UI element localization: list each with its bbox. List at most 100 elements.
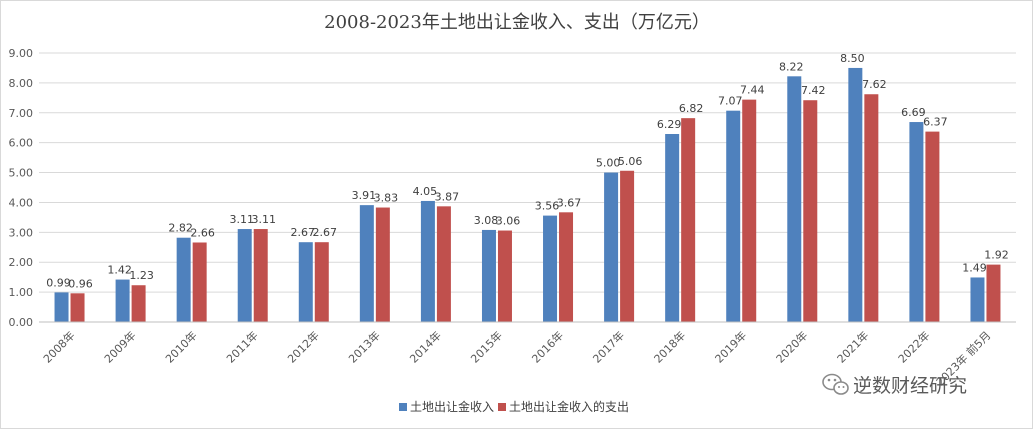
y-tick-label: 9.00	[9, 47, 34, 60]
data-label: 7.44	[740, 84, 765, 97]
y-tick-label: 3.00	[9, 226, 34, 239]
bar-expense	[436, 206, 451, 322]
bar-expense	[131, 285, 146, 322]
x-tick-label: 2019年	[712, 328, 749, 365]
y-axis: 0.00 1.00 2.00 3.00 4.00 5.00 6.00 7.00 8.00 9.00	[9, 47, 34, 329]
bars	[54, 67, 1001, 323]
y-tick-label: 8.00	[9, 77, 34, 90]
bar-income	[665, 133, 680, 322]
bar-income	[54, 292, 69, 322]
data-label: 1.92	[984, 249, 1009, 262]
x-tick-label: 2009年	[101, 328, 138, 365]
bar-expense	[314, 242, 329, 322]
wechat-icon	[822, 373, 849, 395]
bar-income	[909, 122, 924, 322]
data-label: 6.69	[901, 106, 926, 119]
x-tick-label: 2018年	[651, 328, 688, 365]
legend-label: 土地出让金收入	[410, 399, 494, 414]
data-label: 1.42	[107, 264, 132, 277]
data-label: 1.49	[962, 261, 987, 274]
data-label: 4.05	[413, 185, 438, 198]
bar-expense	[864, 94, 879, 322]
x-tick-label: 2016年	[529, 328, 566, 365]
data-label: 7.07	[718, 95, 743, 108]
bar-expense	[986, 264, 1001, 322]
y-tick-label: 5.00	[9, 167, 34, 180]
bar-expense	[192, 242, 207, 322]
x-tick-label: 2012年	[284, 328, 321, 365]
data-label: 7.42	[801, 84, 826, 97]
data-label: 3.11	[229, 213, 254, 226]
bar-income	[420, 200, 435, 322]
bar-income	[848, 67, 863, 322]
data-label: 8.50	[840, 52, 865, 65]
bar-expense	[742, 99, 757, 322]
watermark: 逆数财经研究	[822, 373, 967, 397]
bar-expense	[253, 229, 268, 322]
bar-expense	[375, 207, 390, 322]
data-label: 8.22	[779, 60, 804, 73]
data-label: 2.66	[190, 226, 215, 239]
x-tick-label: 2008年	[40, 328, 77, 365]
bar-income	[726, 110, 741, 323]
data-labels: 0.990.96 1.421.23 2.822.66 3.113.11 2.672.67…	[46, 52, 1008, 290]
x-tick-label: 2010年	[162, 328, 199, 365]
data-label: 3.83	[374, 192, 399, 205]
bar-income	[604, 172, 619, 322]
y-tick-label: 7.00	[9, 107, 34, 120]
legend-swatch	[498, 403, 506, 411]
data-label: 3.67	[557, 196, 582, 209]
data-label: 3.91	[352, 189, 377, 202]
x-tick-label: 2021年	[834, 328, 871, 365]
y-tick-label: 6.00	[9, 137, 34, 150]
bar-expense	[497, 230, 512, 322]
data-label: 3.08	[474, 214, 499, 227]
x-tick-label: 2022年	[895, 328, 932, 365]
bar-expense	[803, 100, 818, 322]
x-tick-label: 2015年	[468, 328, 505, 365]
legend-label: 土地出让金收入的支出	[509, 399, 629, 414]
x-tick-label: 2017年	[590, 328, 627, 365]
data-label: 5.06	[618, 155, 643, 168]
data-label: 5.00	[596, 157, 621, 170]
data-label: 3.56	[535, 200, 560, 213]
bar-income	[176, 237, 191, 322]
bar-income	[481, 229, 496, 322]
y-tick-label: 1.00	[9, 286, 34, 299]
data-label: 2.67	[313, 226, 338, 239]
x-tick-label: 2011年	[223, 328, 260, 365]
bar-expense	[70, 293, 85, 322]
watermark-text: 逆数财经研究	[853, 375, 967, 397]
data-label: 0.99	[46, 276, 71, 289]
bar-income	[970, 277, 985, 322]
data-label: 3.06	[496, 215, 521, 228]
data-label: 2.67	[291, 226, 316, 239]
x-tick-label: 2014年	[407, 328, 444, 365]
data-label: 6.82	[679, 102, 704, 115]
data-label: 1.23	[129, 269, 154, 282]
data-label: 6.29	[657, 118, 682, 131]
bar-income	[543, 215, 558, 322]
bar-income	[359, 205, 374, 322]
bar-income	[115, 279, 130, 322]
bar-expense	[925, 131, 940, 322]
bar-expense	[681, 118, 696, 322]
x-tick-label: 2013年	[345, 328, 382, 365]
y-tick-label: 2.00	[9, 256, 34, 269]
chart-title: 2008-2023年土地出让金收入、支出（万亿元）	[324, 12, 710, 33]
bar-expense	[620, 170, 635, 322]
bar-income	[298, 242, 313, 322]
data-label: 6.37	[923, 116, 948, 129]
y-tick-label: 0.00	[9, 316, 34, 329]
data-label: 7.62	[862, 78, 887, 91]
legend-swatch	[399, 403, 407, 411]
y-tick-label: 4.00	[9, 196, 34, 209]
bar-expense	[559, 212, 574, 322]
data-label: 3.11	[251, 213, 276, 226]
bar-income	[237, 229, 252, 322]
bar-income	[787, 76, 802, 323]
data-label: 0.96	[68, 277, 93, 290]
legend: 土地出让金收入 土地出让金收入的支出	[399, 399, 629, 414]
